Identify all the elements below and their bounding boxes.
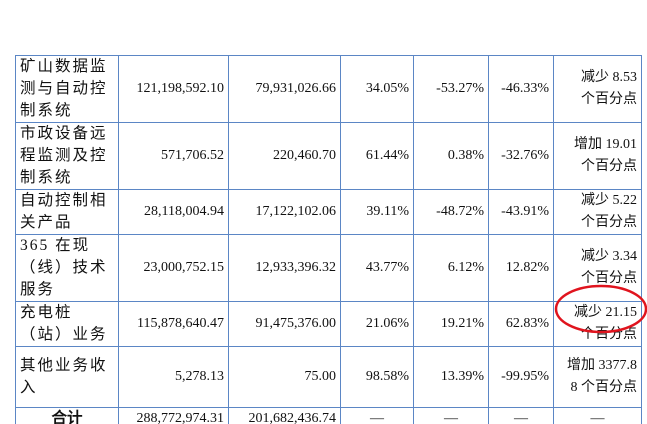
table-cell: 61.44% (340, 122, 414, 190)
table-cell: 12.82% (488, 234, 554, 302)
change-text: 减少 8.53 个百分点 (581, 70, 637, 107)
table-cell: 19.21% (413, 301, 489, 347)
table-cell: 21.06% (340, 301, 414, 347)
change-note: 增加 3377.88 个百分点 (553, 346, 642, 408)
table-row: 市政设备远程监测及控制系统 571,706.52 220,460.70 61.44% 0… (15, 122, 642, 190)
table-cell: 91,475,376.00 (228, 301, 341, 347)
change-note: 增加 19.01 个百分点 (553, 122, 642, 190)
table-cell: -32.76% (488, 122, 554, 190)
change-note: — (553, 407, 642, 424)
table-row: 自动控制相关产品 28,118,004.94 17,122,102.06 39.11%… (15, 189, 642, 235)
highlight-circle (554, 284, 647, 334)
table-cell: 115,878,640.47 (118, 301, 229, 347)
table-row: 365 在现（线）技术服务 23,000,752.15 12,933,396.32 4… (15, 234, 642, 302)
table-cell: 28,118,004.94 (118, 189, 229, 235)
table-cell: 79,931,026.66 (228, 55, 341, 123)
table-cell: -43.91% (488, 189, 554, 235)
table-row: 合计 288,772,974.31 201,682,436.74— — — — (15, 407, 642, 424)
table-cell: 5,278.13 (118, 346, 229, 408)
item-name: 充电桩（站）业务 (15, 301, 119, 347)
table-cell: -48.72% (413, 189, 489, 235)
table-cell: — (413, 407, 489, 424)
table-cell: — (488, 407, 554, 424)
table-row: 矿山数据监测与自动控制系统 121,198,592.10 79,931,026.66… (15, 55, 642, 123)
table-cell: 6.12% (413, 234, 489, 302)
table-cell: 23,000,752.15 (118, 234, 229, 302)
table-cell: -99.95% (488, 346, 554, 408)
table-cell: 12,933,396.32 (228, 234, 341, 302)
revenue-table: 矿山数据监测与自动控制系统 121,198,592.10 79,931,026.66… (15, 55, 642, 424)
table-cell: 62.83% (488, 301, 554, 347)
table-cell: 201,682,436.74 (228, 407, 341, 424)
change-text: — (590, 411, 605, 424)
table-cell: 288,772,974.31 (118, 407, 229, 424)
change-text: 增加 19.01 个百分点 (574, 137, 637, 174)
table-cell: 571,706.52 (118, 122, 229, 190)
change-text: 减少 3.34 个百分点 (581, 249, 637, 286)
change-note: 减少 3.34 个百分点 (553, 234, 642, 302)
item-name: 365 在现（线）技术服务 (15, 234, 119, 302)
table-cell: -53.27% (413, 55, 489, 123)
table-cell: 13.39% (413, 346, 489, 408)
change-note: 减少 8.53 个百分点 (553, 55, 642, 123)
table-cell: 98.58% (340, 346, 414, 408)
table-cell: 0.38% (413, 122, 489, 190)
table-row: 其他业务收入 5,278.13 75.00 98.58% 13.39% -99.95% 增加… (15, 346, 642, 408)
change-text: 减少 5.22 个百分点 (581, 193, 637, 230)
table-cell: 220,460.70 (228, 122, 341, 190)
table-cell: 39.11% (340, 189, 414, 235)
item-name: 矿山数据监测与自动控制系统 (15, 55, 119, 123)
item-name: 市政设备远程监测及控制系统 (15, 122, 119, 190)
change-text: 增加 3377.88 个百分点 (567, 358, 637, 395)
table-cell: -46.33% (488, 55, 554, 123)
